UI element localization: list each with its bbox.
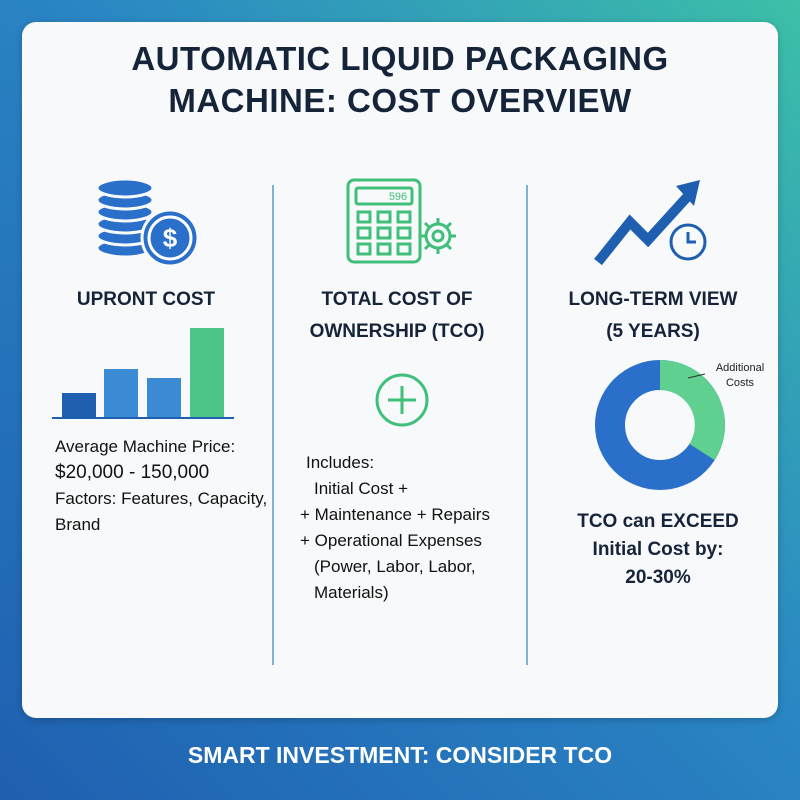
column-heading: LONG-TERM VIEW (5 YEARS) [528, 284, 778, 348]
body-line: Includes: [306, 453, 375, 472]
body-line: Initial Cost + [314, 479, 409, 498]
divider [526, 185, 528, 665]
body-line: Materials) [314, 583, 389, 602]
body-line: Brand [55, 515, 101, 534]
heading-line: TOTAL COST OF [321, 289, 473, 310]
title-line: MACHINE: COST OVERVIEW [168, 82, 632, 119]
trend-icon [594, 180, 707, 266]
bar-icon [52, 328, 234, 419]
body-line: TCO can EXCEED [577, 511, 739, 532]
donut-label: Costs [726, 377, 755, 389]
heading-line: (5 YEARS) [606, 321, 700, 342]
calculator-icon [346, 178, 456, 264]
heading-line: UPRONT COST [76, 289, 216, 310]
column-body: TCO can EXCEED Initial Cost by: 20-30% [548, 508, 768, 592]
body-line: + Maintenance + Repairs [300, 505, 490, 524]
heading-line: OWNERSHIP (TCO) [309, 321, 485, 342]
body-line: Factors: Features, Capacity, [55, 489, 268, 508]
footer: SMART INVESTMENT: CONSIDER TCO [187, 742, 613, 768]
body-line: $20,000 - 150,000 [55, 462, 210, 483]
title-line: AUTOMATIC LIQUID PACKAGING [131, 40, 669, 77]
donut-label: Additional [716, 362, 764, 374]
donut-icon [595, 360, 725, 490]
body-line: Average Machine Price: [55, 437, 236, 456]
body-line: + Operational Expenses [300, 531, 482, 550]
column-body: Average Machine Price: $20,000 - 150,000… [55, 434, 267, 538]
column-heading: TOTAL COST OF OWNERSHIP (TCO) [272, 284, 522, 348]
body-line: (Power, Labor, Labor, [314, 557, 476, 576]
column-heading: UPRONT COST [21, 284, 271, 316]
coins-icon: $ [95, 177, 200, 268]
plus-icon [375, 373, 429, 427]
calculator-display: 596 [389, 191, 407, 203]
column-body: Includes: Initial Cost + + Maintenance +… [300, 450, 520, 606]
svg-text:$: $ [163, 223, 178, 253]
body-line: Initial Cost by: [592, 539, 724, 560]
body-line: 20-30% [625, 567, 691, 588]
heading-line: LONG-TERM VIEW [568, 289, 738, 310]
title: AUTOMATIC LIQUID PACKAGING MACHINE: COST… [0, 38, 800, 122]
divider [272, 185, 274, 665]
